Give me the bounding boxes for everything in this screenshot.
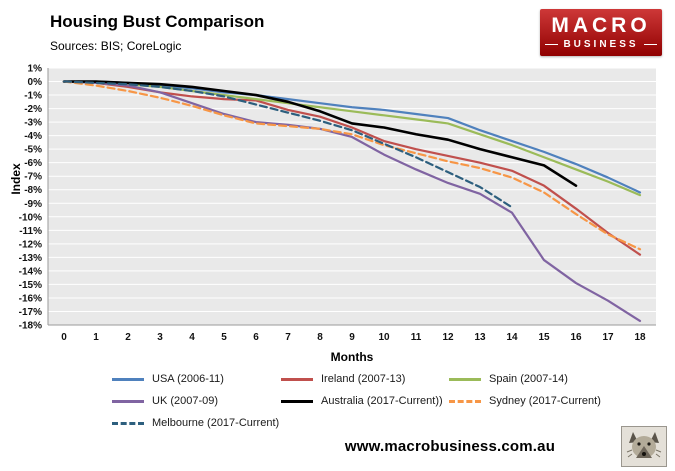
y-tick-label: -13% xyxy=(19,253,42,264)
y-tick-label: -2% xyxy=(24,104,42,115)
y-tick-label: -14% xyxy=(19,266,42,277)
series-line-uk xyxy=(62,80,642,323)
x-tick-label: 3 xyxy=(157,332,163,343)
y-tick-label: 1% xyxy=(28,64,43,75)
y-tick-label: 0% xyxy=(28,77,43,88)
legend-item: USA (2006-11) xyxy=(112,373,281,385)
legend-item: UK (2007-09) xyxy=(112,395,281,407)
x-tick-label: 10 xyxy=(378,332,390,343)
y-tick-label: -17% xyxy=(19,307,42,318)
wolf-logo-icon xyxy=(621,426,667,467)
logo-text-business-row: BUSINESS xyxy=(545,39,657,50)
x-axis-title: Months xyxy=(330,350,374,364)
y-tick-label: -10% xyxy=(19,212,42,223)
y-tick-label: -6% xyxy=(24,158,42,169)
y-tick-label: -9% xyxy=(24,199,42,210)
legend-label: Sydney (2017-Current) xyxy=(489,395,601,407)
logo-rule-left xyxy=(545,44,559,45)
chart-title: Housing Bust Comparison xyxy=(50,12,265,31)
logo-text-macro: MACRO xyxy=(551,14,651,37)
x-tick-label: 2 xyxy=(125,332,131,343)
y-tick-label: -7% xyxy=(24,172,42,183)
legend-line-sample xyxy=(281,377,313,381)
x-tick-label: 7 xyxy=(285,332,291,343)
legend-label: Melbourne (2017-Current) xyxy=(152,417,280,429)
legend-label: USA (2006-11) xyxy=(152,373,224,385)
y-tick-label: -18% xyxy=(19,321,42,332)
logo-text-business: BUSINESS xyxy=(563,39,639,50)
y-tick-label: -8% xyxy=(24,185,42,196)
logo-rule-right xyxy=(643,44,657,45)
series-line-australia xyxy=(62,80,578,187)
x-tick-label: 14 xyxy=(506,332,518,343)
legend-label: Ireland (2007-13) xyxy=(321,373,406,385)
series-line-melbourne xyxy=(62,80,514,209)
y-tick-label: -16% xyxy=(19,293,42,304)
x-tick-label: 5 xyxy=(221,332,227,343)
x-tick-label: 6 xyxy=(253,332,259,343)
y-tick-label: -15% xyxy=(19,280,42,291)
x-tick-label: 18 xyxy=(634,332,646,343)
x-tick-label: 17 xyxy=(602,332,614,343)
legend-label: Spain (2007-14) xyxy=(489,373,568,385)
chart-legend: USA (2006-11) Ireland (2007-13) Spain (200… xyxy=(112,373,659,429)
x-tick-label: 16 xyxy=(570,332,582,343)
x-tick-label: 0 xyxy=(61,332,67,343)
y-tick-label: -1% xyxy=(24,91,42,102)
x-tick-label: 8 xyxy=(317,332,323,343)
series-line-usa xyxy=(62,80,642,194)
legend-line-sample xyxy=(281,399,313,403)
website-url: www.macrobusiness.com.au xyxy=(344,438,556,455)
chart-sources: Sources: BIS; CoreLogic xyxy=(50,39,182,53)
legend-item: Spain (2007-14) xyxy=(449,373,659,385)
legend-line-sample xyxy=(112,377,144,381)
x-tick-label: 13 xyxy=(474,332,486,343)
legend-line-sample xyxy=(449,399,481,403)
series-line-sydney xyxy=(62,80,642,251)
legend-line-sample xyxy=(112,421,144,425)
x-tick-label: 15 xyxy=(538,332,550,343)
line-chart: 1% 0% -1% -2% -3% -4% -5% -6% -7% -8% -9% -10% -11% -… xyxy=(19,64,656,343)
y-tick-label: -3% xyxy=(24,118,42,129)
x-tick-label: 4 xyxy=(189,332,195,343)
x-tick-label: 11 xyxy=(411,332,422,343)
legend-item: Melbourne (2017-Current) xyxy=(112,417,281,429)
legend-label: Australia (2017-Current)) xyxy=(321,395,443,407)
legend-line-sample xyxy=(449,377,481,381)
legend-item: Sydney (2017-Current) xyxy=(449,395,659,407)
macrobusiness-logo: MACRO BUSINESS xyxy=(540,9,662,56)
legend-item: Australia (2017-Current)) xyxy=(281,395,449,407)
legend-label: UK (2007-09) xyxy=(152,395,219,407)
x-tick-label: 9 xyxy=(349,332,355,343)
y-tick-label: -11% xyxy=(19,226,42,237)
y-tick-label: -5% xyxy=(24,145,42,156)
y-tick-label: -4% xyxy=(24,131,42,142)
y-tick-label: -12% xyxy=(19,239,42,250)
x-tick-label: 12 xyxy=(442,332,454,343)
x-tick-label: 1 xyxy=(93,332,99,343)
series-line-spain xyxy=(62,80,642,197)
legend-item: Ireland (2007-13) xyxy=(281,373,449,385)
legend-line-sample xyxy=(112,399,144,403)
